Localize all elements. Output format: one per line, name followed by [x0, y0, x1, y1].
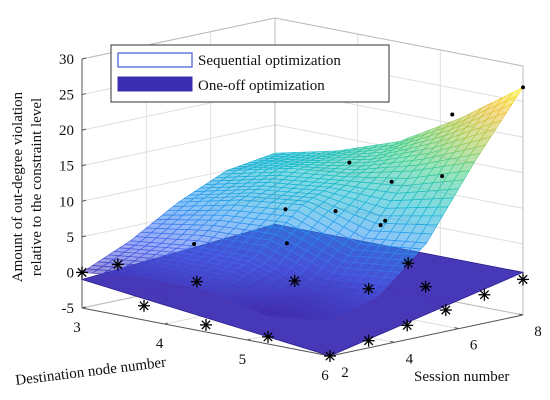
- z-tick-label: 10: [59, 194, 74, 210]
- data-point-marker: [283, 207, 288, 212]
- star-marker-stroke: [192, 276, 202, 287]
- y-tick-label: 6: [470, 338, 478, 354]
- data-point-marker: [450, 112, 455, 117]
- data-point-marker: [383, 218, 388, 223]
- star-marker-stroke: [139, 301, 149, 311]
- star-marker-stroke: [479, 290, 490, 300]
- z-tick-label: 5: [67, 230, 75, 246]
- z-tick-mark: [81, 164, 87, 167]
- star-marker: [190, 275, 203, 288]
- star-marker: [402, 257, 415, 270]
- star-marker: [439, 304, 452, 317]
- x-tick-label: 5: [239, 352, 247, 368]
- star-marker: [262, 330, 274, 343]
- z-tick-label: 20: [59, 123, 74, 139]
- x-tick-label: 4: [156, 336, 164, 352]
- star-marker: [111, 258, 124, 271]
- star-marker: [478, 288, 491, 301]
- star-marker-stroke: [363, 336, 374, 346]
- star-marker-stroke: [403, 258, 413, 268]
- x-tick-label: 3: [73, 320, 81, 336]
- x-tick-mark: [164, 322, 168, 325]
- star-marker: [200, 318, 212, 331]
- star-marker-stroke: [402, 320, 412, 331]
- data-point-marker: [521, 85, 525, 90]
- star-marker: [362, 334, 375, 347]
- star-marker-stroke: [113, 259, 123, 270]
- z-tick-mark: [81, 235, 87, 238]
- star-marker-stroke: [201, 320, 211, 330]
- sequential-surface: [81, 86, 524, 321]
- star-marker: [419, 280, 432, 293]
- star-marker-stroke: [263, 332, 273, 342]
- z-tick-mark: [81, 199, 87, 202]
- legend-label-sequential: Sequential optimization: [198, 53, 341, 69]
- star-marker: [138, 299, 150, 312]
- star-marker-stroke: [518, 274, 528, 285]
- y-tick-label: 2: [341, 365, 349, 381]
- star-marker-stroke: [363, 284, 374, 294]
- z-tick-mark: [81, 128, 87, 131]
- legend-swatch-sequential: [117, 52, 193, 68]
- z-tick-label: 25: [59, 88, 74, 104]
- y-axis-line: [329, 314, 524, 357]
- z-tick-label: 30: [59, 52, 74, 68]
- z-tick-mark: [81, 57, 87, 60]
- legend-label-one-off: One-off optimization: [198, 78, 325, 94]
- data-point-marker: [333, 209, 338, 214]
- star-marker-stroke: [290, 276, 300, 286]
- z-tick-mark: [81, 306, 87, 309]
- star-marker: [288, 274, 301, 287]
- star-marker: [324, 350, 336, 362]
- y-tick-mark: [390, 340, 395, 343]
- star-marker-stroke: [325, 351, 335, 361]
- x-axis-title: Destination node number: [15, 355, 167, 389]
- y-tick-mark: [518, 313, 524, 316]
- star-marker: [517, 273, 529, 286]
- z-tick-label: -5: [62, 301, 75, 317]
- data-point-marker: [192, 242, 197, 247]
- marker-layer: [76, 85, 529, 362]
- grid-line: [81, 124, 276, 167]
- box-edge: [274, 17, 524, 67]
- legend: Sequential optimization One-off optimiza…: [110, 44, 390, 103]
- x-tick-label: 6: [321, 368, 329, 384]
- x-tick-mark: [247, 338, 251, 341]
- data-point-marker: [378, 223, 383, 228]
- data-point-marker: [347, 160, 352, 165]
- star-marker-stroke: [420, 282, 431, 292]
- z-axis-title-line1: Amount of out-degree violation: [10, 91, 26, 282]
- data-point-marker: [284, 241, 289, 246]
- y-tick-mark: [454, 327, 459, 330]
- data-point-marker: [389, 179, 394, 184]
- y-tick-label: 4: [406, 351, 414, 367]
- z-axis-title-line2: relative to the constraint level: [29, 98, 45, 276]
- x-axis-line: [81, 307, 331, 357]
- y-tick-label: 8: [534, 324, 542, 340]
- star-marker-stroke: [77, 267, 87, 278]
- z-tick-label: 15: [59, 159, 74, 175]
- star-marker-stroke: [441, 305, 451, 315]
- data-point-marker: [440, 174, 445, 179]
- legend-swatch-one-off: [117, 76, 193, 92]
- z-tick-label: 0: [67, 265, 75, 281]
- z-tick-mark: [81, 93, 87, 96]
- star-marker: [401, 319, 414, 332]
- y-axis-title: Session number: [414, 369, 509, 385]
- star-marker: [76, 266, 88, 279]
- legend-box: [110, 44, 390, 103]
- star-marker: [362, 282, 375, 295]
